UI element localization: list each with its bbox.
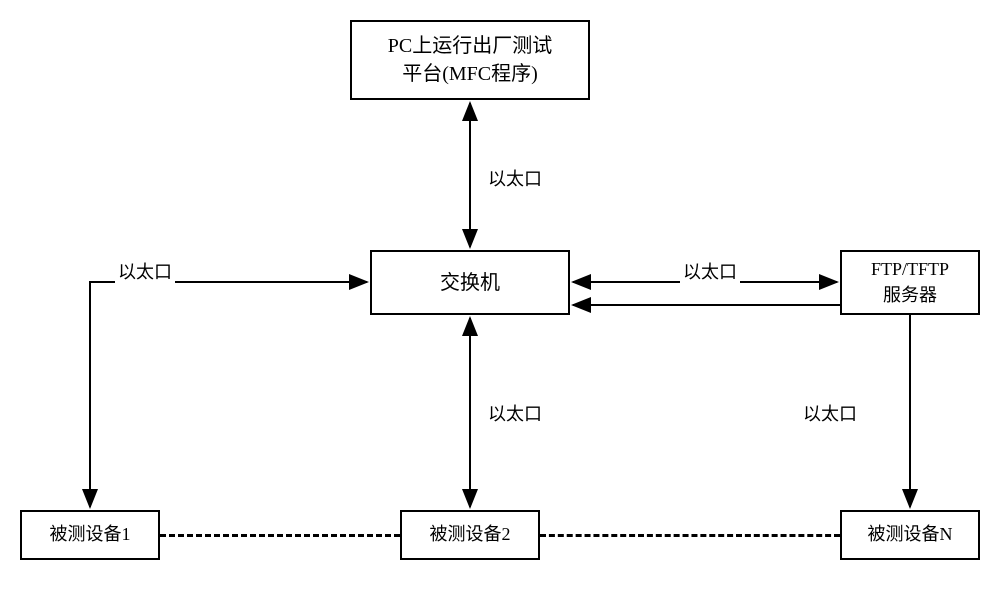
node-dutN-label: 被测设备N — [868, 522, 953, 547]
node-ftp: FTP/TFTP服务器 — [840, 250, 980, 315]
node-dut1: 被测设备1 — [20, 510, 160, 560]
node-dut1-label: 被测设备1 — [50, 522, 131, 547]
label-ftp-switch: 以太口 — [680, 258, 740, 284]
dashed-dut2-dutN — [540, 534, 840, 537]
node-dutN: 被测设备N — [840, 510, 980, 560]
label-dut2-switch: 以太口 — [485, 400, 545, 426]
node-ftp-label: FTP/TFTP服务器 — [871, 257, 949, 307]
node-switch-label: 交换机 — [440, 269, 500, 297]
node-switch: 交换机 — [370, 250, 570, 315]
node-dut2-label: 被测设备2 — [430, 522, 511, 547]
node-dut2: 被测设备2 — [400, 510, 540, 560]
label-pc-switch: 以太口 — [485, 165, 545, 191]
node-pc: PC上运行出厂测试平台(MFC程序) — [350, 20, 590, 100]
label-dut1-switch: 以太口 — [115, 258, 175, 284]
label-pc-switch-text: 以太口 — [488, 169, 542, 189]
label-dut2-switch-text: 以太口 — [488, 404, 542, 424]
label-dutN-switch-text: 以太口 — [803, 404, 857, 424]
label-ftp-switch-text: 以太口 — [683, 262, 737, 282]
label-dut1-switch-text: 以太口 — [118, 262, 172, 282]
node-pc-label: PC上运行出厂测试平台(MFC程序) — [388, 32, 552, 88]
label-dutN-switch: 以太口 — [800, 400, 860, 426]
dashed-dut1-dut2 — [160, 534, 400, 537]
